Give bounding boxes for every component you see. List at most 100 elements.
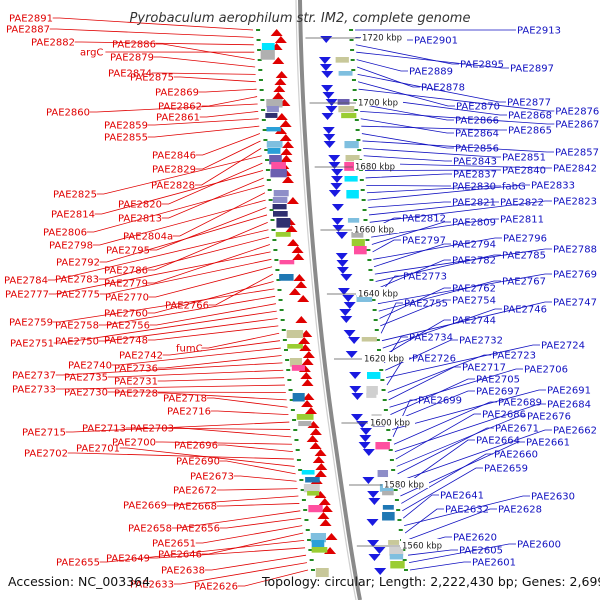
left-callout-line <box>52 17 254 31</box>
right-gene-label: PAE2773 <box>403 272 447 283</box>
left-callout-line <box>49 28 254 38</box>
right-callout-line <box>363 155 452 162</box>
gene-block <box>388 540 400 545</box>
left-callout-line <box>219 517 302 529</box>
right-callout-line <box>389 368 523 408</box>
reverse-gene-arrow <box>336 260 349 267</box>
right-gene-label: PAE2664 <box>476 436 520 447</box>
forward-gene-arrow <box>280 148 293 155</box>
gene-block <box>267 148 281 154</box>
right-callout-line <box>405 508 497 541</box>
left-callout-line <box>148 266 273 298</box>
right-callout-line <box>377 273 552 305</box>
left-callout-line <box>86 184 265 233</box>
right-callout-line <box>388 366 461 401</box>
gene-block <box>305 477 320 483</box>
right-gene-label: PAE2660 <box>494 450 538 461</box>
left-callout-line <box>147 325 279 341</box>
right-gene-label: PAE2794 <box>452 240 496 251</box>
right-callout-line <box>407 549 458 556</box>
left-callout-line <box>204 554 307 571</box>
left-gene-label: PAE2713 <box>82 424 126 435</box>
right-callout-line <box>360 110 555 125</box>
left-callout-line <box>55 384 285 390</box>
left-callout-line <box>233 475 297 482</box>
right-gene-label: PAE2837 <box>453 170 497 181</box>
forward-gene-arrow <box>279 134 292 141</box>
left-callout-line <box>98 295 276 326</box>
left-gene-label: PAE2690 <box>176 457 220 468</box>
right-gene-label: PAE2676 <box>527 412 571 423</box>
right-gene-label: PAE2870 <box>456 102 500 113</box>
forward-gene-arrow <box>320 505 333 512</box>
forward-gene-arrow <box>274 127 287 134</box>
gene-block <box>291 365 305 371</box>
right-callout-line <box>356 59 408 72</box>
right-callout-line <box>373 237 502 260</box>
reverse-gene-arrow <box>323 141 336 148</box>
left-gene-label: PAE2862 <box>158 102 202 113</box>
genome-info-label: Topology: circular; Length: 2,222,430 bp… <box>261 574 600 589</box>
reverse-gene-arrow <box>359 435 372 442</box>
right-callout-line <box>373 243 451 268</box>
forward-gene-arrow <box>312 456 325 463</box>
right-gene-label: PAE2797 <box>402 236 446 247</box>
reverse-gene-arrow <box>367 540 380 547</box>
left-callout-lines <box>47 17 309 587</box>
scale-label: 1660 kbp <box>354 226 394 236</box>
right-gene-label: PAE2843 <box>453 157 497 168</box>
left-gene-label: PAE2672 <box>173 486 217 497</box>
forward-gene-arrow <box>275 71 288 78</box>
left-callout-line <box>99 214 268 263</box>
right-callout-line <box>368 201 451 208</box>
left-gene-label: PAE2792 <box>56 258 100 269</box>
left-gene-label: PAE2735 <box>64 373 108 384</box>
forward-gene-arrow <box>297 295 310 302</box>
reverse-gene-arrow <box>328 190 341 197</box>
forward-gene-arrow <box>319 519 332 526</box>
gene-block <box>287 344 303 349</box>
reverse-gene-arrow <box>343 330 356 337</box>
right-gene-label: PAE2689 <box>498 398 542 409</box>
forward-gene-arrow <box>299 344 312 351</box>
left-gene-label: PAE2766 <box>165 301 209 312</box>
left-callout-line <box>166 495 299 506</box>
forward-gene-arrow <box>286 197 299 204</box>
gene-block <box>311 540 325 548</box>
left-callout-line <box>99 258 272 295</box>
right-gene-label: PAE2913 <box>517 26 561 37</box>
right-callout-line <box>356 66 420 88</box>
right-gene-label: PAE2856 <box>455 144 499 155</box>
right-gene-label: PAE2630 <box>531 492 575 503</box>
right-callout-line <box>400 441 525 497</box>
left-gene-label: PAE2759 <box>9 318 53 329</box>
forward-gene-arrow <box>280 155 293 162</box>
right-gene-label: PAE2605 <box>459 546 503 557</box>
left-gene-label: PAE2798 <box>49 241 93 252</box>
left-callout-line <box>151 72 256 75</box>
reverse-gene-arrow <box>339 309 352 316</box>
right-gene-label: PAE2755 <box>404 299 448 310</box>
reverse-gene-arrow <box>322 92 335 99</box>
left-callout-line <box>147 244 270 284</box>
right-gene-label: PAE2747 <box>553 298 597 309</box>
scale-label: 1720 kbp <box>362 34 402 44</box>
right-gene-label: PAE2857 <box>555 148 599 159</box>
right-callout-line <box>380 299 451 327</box>
right-gene-label: PAE2706 <box>524 365 568 376</box>
forward-gene-arrow <box>285 225 298 232</box>
left-gene-label: PAE2646 <box>158 550 202 561</box>
right-gene-label: PAE2785 <box>502 251 546 262</box>
left-callout-line <box>149 207 267 251</box>
left-gene-label: PAE2740 <box>68 361 112 372</box>
right-callout-line <box>357 73 506 103</box>
left-gene-label: PAE2846 <box>152 151 196 162</box>
reverse-gene-arrow <box>335 253 348 260</box>
forward-gene-arrow <box>292 253 305 260</box>
gene-block <box>351 232 364 238</box>
forward-gene-arrow <box>307 421 320 428</box>
gene-block <box>338 106 355 113</box>
left-gene-label: PAE2655 <box>56 558 100 569</box>
forward-gene-arrow <box>306 435 319 442</box>
scale-label-bg <box>369 416 415 426</box>
